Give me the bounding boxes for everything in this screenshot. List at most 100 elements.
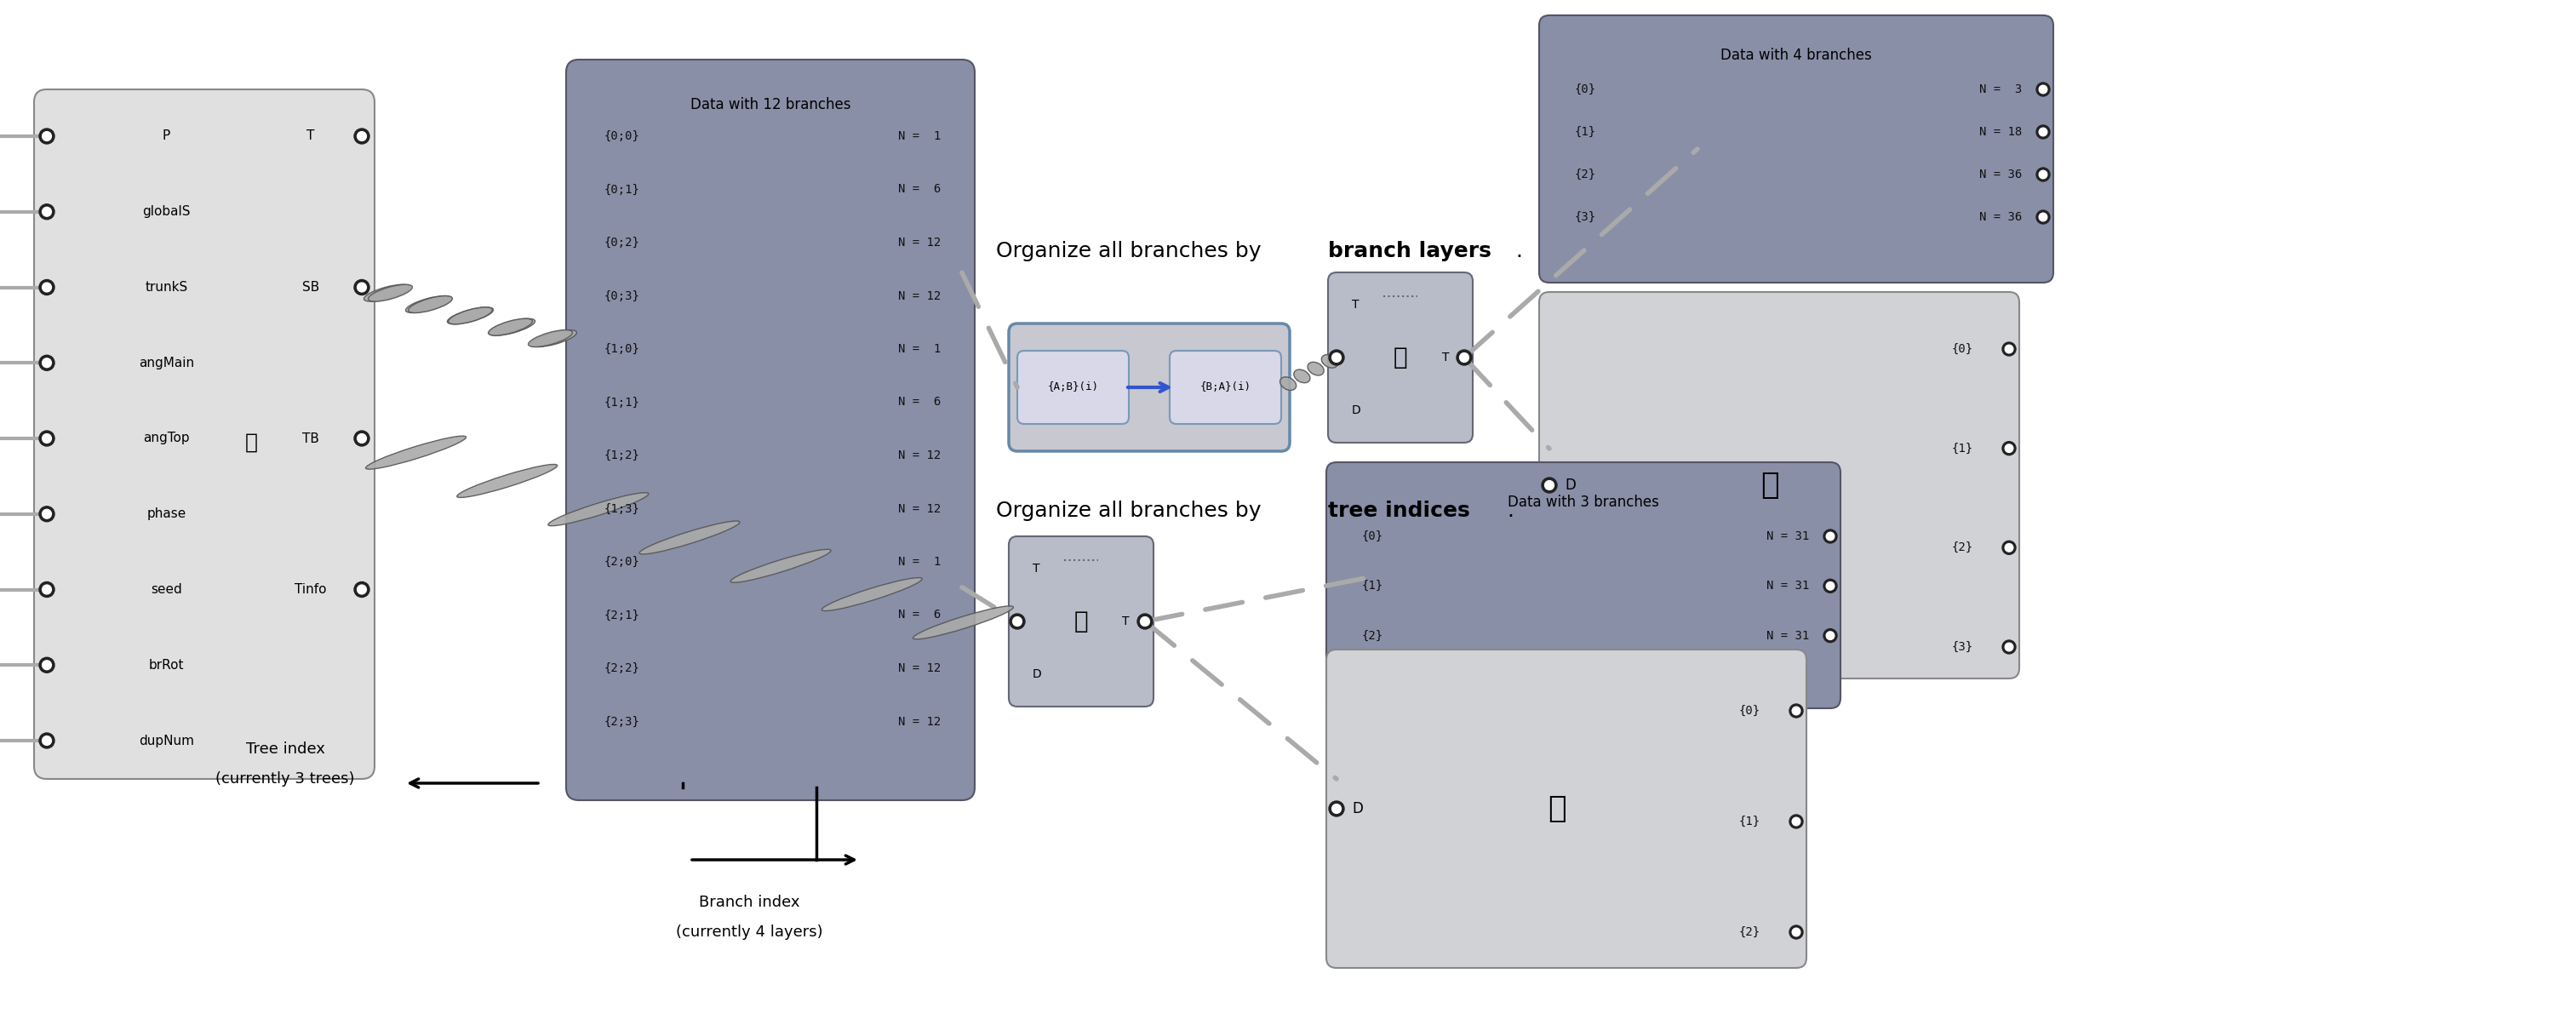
Circle shape [39,279,54,294]
Circle shape [39,506,54,522]
Ellipse shape [1321,355,1337,368]
Ellipse shape [489,319,533,335]
Circle shape [41,131,52,141]
Circle shape [2035,168,2050,181]
Circle shape [1540,478,1556,493]
Text: {1}: {1} [1574,126,1597,138]
Circle shape [1793,817,1801,825]
FancyBboxPatch shape [1170,351,1280,424]
Circle shape [39,733,54,748]
Circle shape [39,204,54,219]
Circle shape [1329,801,1345,816]
Ellipse shape [549,492,649,526]
Ellipse shape [1293,370,1311,383]
Text: angTop: angTop [144,432,191,445]
Text: {1;2}: {1;2} [605,449,639,462]
Text: {2;2}: {2;2} [605,662,639,675]
Ellipse shape [363,284,410,302]
Text: N =  6: N = 6 [899,609,940,621]
Text: {1}: {1} [1363,580,1383,592]
Text: N = 12: N = 12 [899,715,940,728]
Circle shape [2035,83,2050,96]
Ellipse shape [456,465,556,497]
Text: D: D [1352,801,1363,816]
Ellipse shape [489,319,536,335]
Ellipse shape [366,436,466,469]
Ellipse shape [404,296,451,313]
Ellipse shape [448,307,492,324]
Text: 🌴: 🌴 [1548,794,1566,823]
Text: T: T [1033,562,1041,575]
Text: {B;A}(i): {B;A}(i) [1200,382,1252,393]
Circle shape [2040,86,2048,94]
Ellipse shape [732,549,832,583]
Circle shape [1793,707,1801,715]
Text: N = 12: N = 12 [899,662,940,675]
Circle shape [2002,441,2017,455]
Text: tree indices: tree indices [1329,500,1471,521]
Text: {1;3}: {1;3} [605,502,639,515]
Ellipse shape [822,578,922,610]
Ellipse shape [1309,362,1324,375]
Circle shape [1329,350,1345,365]
Text: TB: TB [301,432,319,445]
Text: Tinfo: Tinfo [294,583,327,596]
Text: {0}: {0} [1363,530,1383,542]
Text: T: T [307,129,314,143]
Circle shape [1012,616,1023,626]
Text: .: . [1515,240,1522,261]
Circle shape [1790,704,1803,717]
Text: N = 31: N = 31 [1767,530,1808,542]
Circle shape [1826,532,1834,540]
Circle shape [39,657,54,673]
Circle shape [353,279,368,294]
Circle shape [358,282,366,291]
Text: N =  6: N = 6 [899,396,940,409]
Text: {2;1}: {2;1} [605,609,639,621]
Text: globalS: globalS [142,206,191,218]
Text: {1}: {1} [1739,815,1759,827]
Text: N = 12: N = 12 [899,236,940,249]
Circle shape [2004,345,2012,354]
Text: N = 12: N = 12 [899,449,940,462]
Circle shape [41,585,52,594]
Text: {0;1}: {0;1} [605,183,639,196]
Text: N = 31: N = 31 [1767,580,1808,592]
Ellipse shape [368,284,412,302]
Ellipse shape [912,606,1012,639]
Circle shape [353,582,368,597]
FancyBboxPatch shape [1538,292,2020,679]
Circle shape [358,585,366,594]
Text: N = 36: N = 36 [1978,211,2022,223]
Ellipse shape [531,330,577,346]
Circle shape [2040,213,2048,221]
Circle shape [1139,613,1151,629]
Text: 🌴: 🌴 [1074,609,1087,634]
Ellipse shape [1280,377,1296,390]
Text: D: D [1033,668,1041,681]
Text: {0}: {0} [1574,84,1597,96]
Text: {2}: {2} [1574,168,1597,180]
Circle shape [39,356,54,371]
Text: {3}: {3} [1953,641,1973,653]
Text: Branch index: Branch index [698,895,799,910]
Circle shape [1455,350,1471,365]
Text: {2;3}: {2;3} [605,715,639,728]
Text: {0;3}: {0;3} [605,289,639,302]
Circle shape [2002,541,2017,554]
Circle shape [358,434,366,443]
Text: T: T [1123,615,1131,628]
Text: .: . [1507,500,1515,521]
Text: N = 31: N = 31 [1767,630,1808,642]
FancyBboxPatch shape [1010,536,1154,706]
Circle shape [1826,582,1834,590]
FancyBboxPatch shape [1329,272,1473,442]
Text: P: P [162,129,170,143]
FancyBboxPatch shape [1327,649,1806,968]
Circle shape [1141,616,1149,626]
Circle shape [2004,543,2012,551]
Text: {1;1}: {1;1} [605,396,639,409]
Text: {2;0}: {2;0} [605,556,639,568]
Text: {2}: {2} [1739,926,1759,938]
Circle shape [41,434,52,443]
